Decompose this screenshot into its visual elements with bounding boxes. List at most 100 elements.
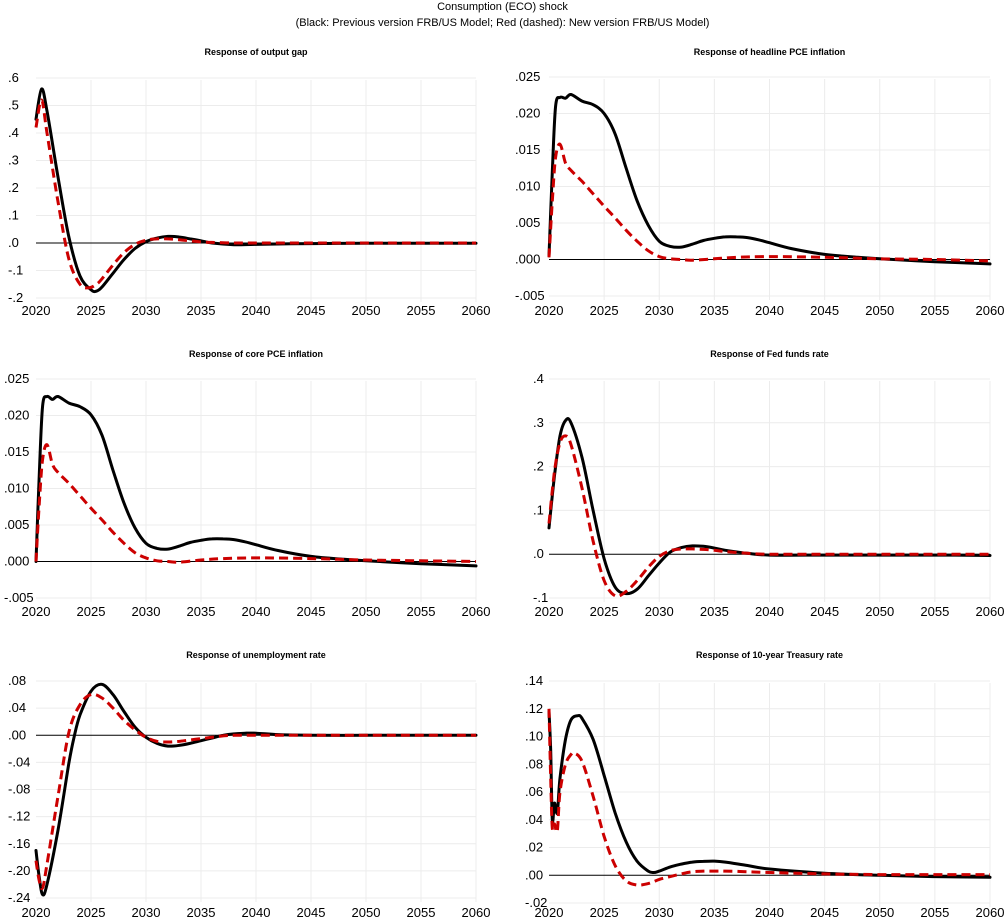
y-tick-label: -.12: [8, 809, 30, 824]
page-subtitle: (Black: Previous version FRB/US Model; R…: [295, 17, 710, 29]
y-tick-label: .08: [8, 673, 26, 688]
y-tick-label: -.2: [8, 290, 23, 305]
panel-treasury-10y: Response of 10-year Treasury rate .14 .12.…: [525, 650, 1004, 920]
y-tick-label: -.02: [525, 895, 547, 910]
x-tick-label: 2060: [462, 303, 491, 318]
x-tick-label: 2030: [645, 604, 674, 619]
y-tick-label: .0: [533, 546, 544, 561]
panel-fed-funds: Response of Fed funds rate.4.3.2.1.0-.12…: [533, 349, 1004, 619]
x-tick-label: 2040: [242, 604, 271, 619]
x-tick-label: 2055: [407, 604, 436, 619]
x-tick-label: 2035: [700, 303, 729, 318]
y-tick-label: .06: [525, 784, 543, 799]
x-tick-label: 2060: [976, 303, 1005, 318]
y-tick-label: -.04: [8, 754, 30, 769]
x-tick-label: 2035: [187, 604, 216, 619]
panel-title: Response of unemployment rate: [186, 650, 326, 660]
x-tick-label: 2030: [645, 303, 674, 318]
x-tick-label: 2055: [920, 303, 949, 318]
x-tick-label: 2055: [920, 905, 949, 920]
panel-title: Response of output gap: [205, 47, 308, 57]
x-tick-label: 2060: [976, 905, 1005, 920]
x-tick-label: 2020: [535, 905, 564, 920]
x-tick-label: 2060: [462, 905, 491, 920]
x-tick-label: 2040: [755, 604, 784, 619]
y-tick-label: .14: [525, 673, 543, 688]
x-tick-label: 2020: [22, 604, 51, 619]
y-tick-label: .6: [8, 70, 19, 85]
y-tick-label: .2: [8, 180, 19, 195]
series-line-previous-version: [34, 682, 478, 897]
y-tick-label: .04: [8, 700, 26, 715]
y-tick-label: .005: [4, 517, 29, 532]
x-tick-label: 2035: [700, 604, 729, 619]
y-tick-label: .4: [8, 125, 19, 140]
x-tick-label: 2030: [132, 905, 161, 920]
y-tick-label: .10: [525, 729, 543, 744]
y-tick-label: .00: [525, 867, 543, 882]
x-tick-label: 2060: [976, 604, 1005, 619]
panel-title: Response of headline PCE inflation: [694, 47, 846, 57]
y-tick-label: .04: [525, 812, 543, 827]
y-tick-label: -.1: [533, 590, 548, 605]
x-tick-label: 2025: [590, 604, 619, 619]
x-tick-label: 2060: [462, 604, 491, 619]
x-tick-label: 2055: [920, 604, 949, 619]
series-line-previous-version: [34, 394, 478, 568]
panel-unemployment: Response of unemployment rate .08 .04 .00 -.…: [8, 650, 490, 920]
y-tick-label: .020: [515, 106, 540, 121]
series-line-new-version: [547, 142, 991, 263]
x-tick-label: 2035: [187, 905, 216, 920]
x-tick-label: 2025: [590, 905, 619, 920]
panel-headline-pce: Response of headline PCE inflation .025 .0…: [515, 47, 1004, 318]
y-tick-label: -.16: [8, 836, 30, 851]
x-tick-label: 2030: [645, 905, 674, 920]
x-tick-label: 2020: [22, 303, 51, 318]
y-tick-label: .025: [4, 371, 29, 386]
x-tick-label: 2025: [77, 604, 106, 619]
series-line-new-version: [547, 434, 990, 598]
y-tick-label: .1: [533, 502, 544, 517]
series-line-previous-version: [547, 92, 992, 266]
y-tick-label: .010: [515, 179, 540, 194]
x-tick-label: 2025: [590, 303, 619, 318]
series-line-new-version: [34, 443, 477, 564]
y-tick-label: .2: [533, 459, 544, 474]
series-line-previous-version: [547, 710, 992, 879]
x-tick-label: 2040: [242, 905, 271, 920]
x-tick-label: 2050: [352, 604, 381, 619]
x-tick-label: 2045: [810, 303, 839, 318]
x-tick-label: 2020: [535, 604, 564, 619]
series-line-new-version: [34, 692, 476, 891]
y-tick-label: .000: [515, 252, 540, 267]
y-tick-label: .02: [525, 840, 543, 855]
x-tick-label: 2045: [297, 905, 326, 920]
x-tick-label: 2055: [407, 905, 436, 920]
x-tick-label: 2040: [242, 303, 271, 318]
y-tick-label: .3: [8, 153, 19, 168]
x-tick-label: 2050: [865, 303, 894, 318]
series-line-new-version: [547, 708, 990, 887]
x-tick-label: 2055: [407, 303, 436, 318]
y-tick-label: .015: [515, 142, 540, 157]
x-tick-label: 2040: [755, 303, 784, 318]
y-tick-label: .4: [533, 371, 544, 386]
x-tick-label: 2050: [352, 905, 381, 920]
y-tick-label: -.24: [8, 890, 30, 905]
y-tick-label: .3: [533, 415, 544, 430]
y-tick-label: .010: [4, 481, 29, 496]
y-tick-label: .1: [8, 208, 19, 223]
x-tick-label: 2030: [132, 303, 161, 318]
series-line-previous-version: [547, 417, 992, 596]
page-title: Consumption (ECO) shock: [437, 1, 568, 13]
x-tick-label: 2020: [535, 303, 564, 318]
x-tick-label: 2050: [865, 905, 894, 920]
x-tick-label: 2025: [77, 303, 106, 318]
x-tick-label: 2030: [132, 604, 161, 619]
y-tick-label: .000: [4, 554, 29, 569]
y-tick-label: .005: [515, 215, 540, 230]
y-tick-label: .015: [4, 444, 29, 459]
panel-title: Response of 10-year Treasury rate: [696, 650, 843, 660]
y-tick-label: -.1: [8, 263, 23, 278]
